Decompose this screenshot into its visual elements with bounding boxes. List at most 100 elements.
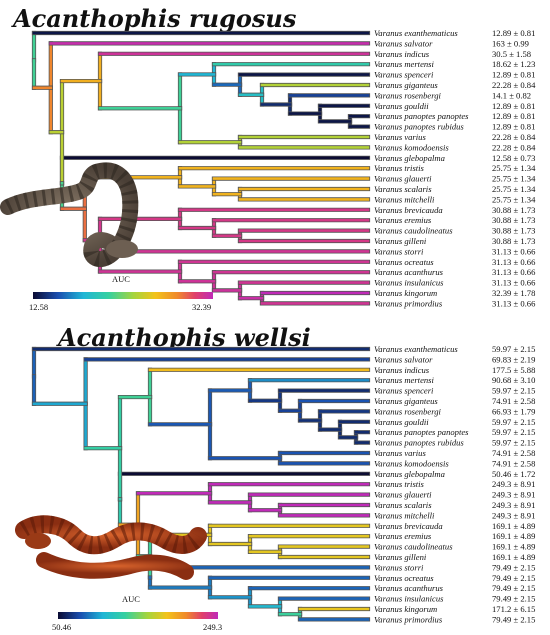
auc-value: 22.28 ± 0.84 [492, 132, 536, 142]
scale-min-label: 12.58 [29, 302, 48, 312]
taxon-label: Varanus acanthurus [374, 267, 444, 277]
taxon-label: Varanus panoptes rubidus [374, 438, 464, 448]
taxon-label: Varanus eremius [374, 531, 432, 541]
auc-value: 249.3 ± 8.91 [492, 500, 535, 510]
taxon-label: Varanus caudolineatus [374, 542, 453, 552]
taxon-label: Varanus varius [374, 132, 426, 142]
taxon-label: Varanus gouldii [374, 417, 429, 427]
taxon-label: Varanus storri [374, 562, 424, 572]
taxon-label: Varanus komodoensis [374, 142, 449, 152]
taxon-label: Varanus gilleni [374, 236, 427, 246]
auc-value: 50.46 ± 1.72 [492, 469, 535, 479]
taxon-label: Varanus brevicauda [374, 205, 443, 215]
auc-value: 30.88 ± 1.73 [492, 236, 535, 246]
taxon-label: Varanus gouldii [374, 101, 429, 111]
panel-wellsi: Acanthophis wellsi Varanus exanthematicu… [15, 323, 535, 632]
taxon-label: Varanus mitchelli [374, 510, 435, 520]
auc-value: 79.49 ± 2.15 [492, 562, 535, 572]
taxon-label: Varanus caudolineatus [374, 226, 453, 236]
auc-label: AUC [122, 594, 140, 604]
taxon-label: Varanus ocreatus [374, 573, 434, 583]
auc-value: 32.39 ± 1.78 [492, 288, 535, 298]
auc-value: 31.13 ± 0.66 [492, 278, 536, 288]
auc-value: 249.3 ± 8.91 [492, 479, 535, 489]
auc-value: 59.97 ± 2.15 [492, 344, 535, 354]
auc-value: 59.97 ± 2.15 [492, 427, 535, 437]
taxon-label: Varanus insulanicus [374, 278, 444, 288]
taxon-label: Varanus panoptes panoptes [374, 427, 469, 437]
taxon-label: Varanus mertensi [374, 59, 435, 69]
auc-value: 79.49 ± 2.15 [492, 583, 535, 593]
color-scale-bar [58, 612, 218, 619]
panel-title: Acanthophis rugosus [11, 4, 297, 33]
taxon-label: Varanus komodoensis [374, 458, 449, 468]
taxon-label: Varanus giganteus [374, 80, 438, 90]
auc-value: 12.58 ± 0.73 [492, 153, 535, 163]
auc-value: 177.5 ± 5.88 [492, 365, 535, 375]
auc-value: 30.88 ± 1.73 [492, 205, 535, 215]
taxon-label: Varanus glauerti [374, 174, 432, 184]
phylogenetic-tree [31, 346, 371, 622]
taxon-label: Varanus tristis [374, 479, 425, 489]
taxon-label: Varanus glebopalma [374, 469, 445, 479]
auc-value: 12.89 ± 0.81 [492, 122, 535, 132]
scale-min-label: 50.46 [52, 622, 71, 632]
auc-value: 30.88 ± 1.73 [492, 226, 535, 236]
taxon-label: Varanus primordius [374, 614, 443, 624]
auc-value: 79.49 ± 2.15 [492, 594, 535, 604]
taxon-label: Varanus kingorum [374, 288, 437, 298]
auc-value: 249.3 ± 8.91 [492, 510, 535, 520]
taxon-label: Varanus indicus [374, 49, 430, 59]
auc-value: 14.1 ± 0.82 [492, 90, 531, 100]
auc-value: 25.75 ± 1.34 [492, 184, 536, 194]
taxon-label: Varanus panoptes rubidus [374, 122, 464, 132]
snake-illustration [15, 515, 207, 580]
auc-value: 25.75 ± 1.34 [492, 163, 536, 173]
auc-value: 249.3 ± 8.91 [492, 490, 535, 500]
taxon-label: Varanus brevicauda [374, 521, 443, 531]
auc-value: 31.13 ± 0.66 [492, 257, 536, 267]
taxon-label: Varanus rosenbergi [374, 90, 442, 100]
auc-value: 169.1 ± 4.89 [492, 521, 535, 531]
taxon-label: Varanus indicus [374, 365, 430, 375]
taxon-label: Varanus kingorum [374, 604, 437, 614]
taxon-label: Varanus insulanicus [374, 594, 444, 604]
scale-max-label: 32.39 [192, 302, 211, 312]
auc-value: 69.83 ± 2.19 [492, 354, 535, 364]
auc-value: 25.75 ± 1.34 [492, 194, 536, 204]
taxon-label: Varanus glauerti [374, 490, 432, 500]
taxon-label: Varanus scalaris [374, 500, 432, 510]
auc-value: 30.88 ± 1.73 [492, 215, 535, 225]
auc-value: 79.49 ± 2.15 [492, 614, 535, 624]
auc-value: 79.49 ± 2.15 [492, 573, 535, 583]
auc-value: 169.1 ± 4.89 [492, 531, 535, 541]
auc-value: 59.97 ± 2.15 [492, 386, 535, 396]
auc-value: 18.62 ± 1.23 [492, 59, 535, 69]
taxon-label: Varanus varius [374, 448, 426, 458]
color-scale-bar [33, 292, 213, 299]
taxon-label: Varanus exanthematicus [374, 344, 458, 354]
auc-value: 74.91 ± 2.58 [492, 448, 535, 458]
auc-value: 163 ± 0.99 [492, 38, 529, 48]
phylogenetic-tree [31, 30, 371, 306]
panel-rugosus: Acanthophis rugosus Varanus exanthematic… [0, 4, 536, 312]
auc-value: 169.1 ± 4.89 [492, 542, 535, 552]
auc-value: 22.28 ± 0.84 [492, 80, 536, 90]
auc-value: 171.2 ± 6.15 [492, 604, 535, 614]
auc-value: 30.5 ± 1.58 [492, 49, 531, 59]
auc-value: 31.13 ± 0.66 [492, 298, 536, 308]
taxon-label: Varanus eremius [374, 215, 432, 225]
taxon-label: Varanus scalaris [374, 184, 432, 194]
scale-max-label: 249.3 [203, 622, 222, 632]
auc-value: 12.89 ± 0.81 [492, 111, 535, 121]
auc-value: 90.68 ± 3.10 [492, 375, 535, 385]
auc-value: 59.97 ± 2.15 [492, 438, 535, 448]
taxon-label: Varanus panoptes panoptes [374, 111, 469, 121]
taxon-label: Varanus glebopalma [374, 153, 445, 163]
taxon-label: Varanus giganteus [374, 396, 438, 406]
